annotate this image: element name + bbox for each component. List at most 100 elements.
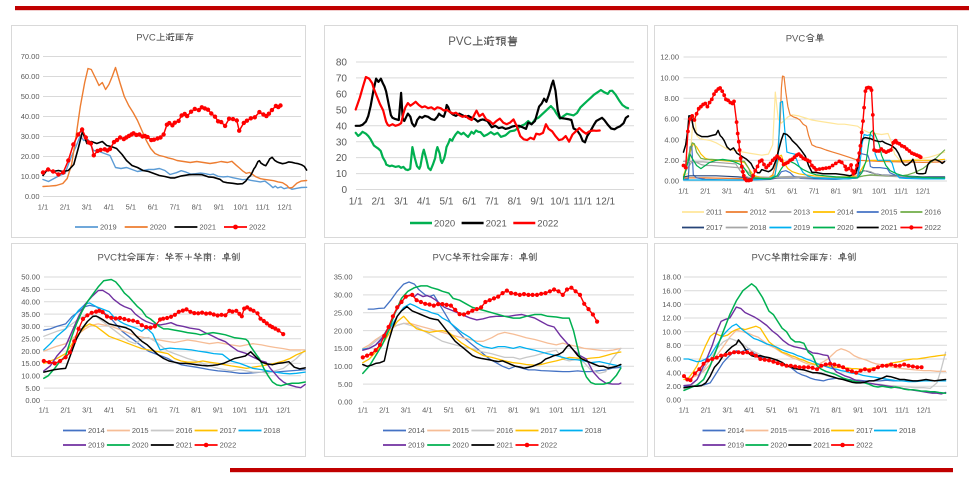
svg-text:12/1: 12/1: [276, 406, 291, 415]
svg-text:6/1: 6/1: [787, 187, 797, 196]
svg-text:14.00: 14.00: [662, 300, 681, 309]
svg-text:35.00: 35.00: [21, 310, 40, 319]
svg-text:16.00: 16.00: [662, 286, 681, 295]
svg-text:7/1: 7/1: [810, 406, 820, 415]
svg-text:50.00: 50.00: [21, 92, 40, 101]
svg-text:PVC: PVC: [98, 252, 118, 263]
svg-text:7/1: 7/1: [170, 203, 180, 212]
svg-text:2021: 2021: [176, 441, 193, 450]
svg-text:3/1: 3/1: [722, 187, 732, 196]
svg-text:11/1: 11/1: [255, 406, 269, 415]
svg-text:4/1: 4/1: [104, 203, 114, 212]
svg-text:1/1: 1/1: [39, 406, 49, 415]
svg-text:8/1: 8/1: [831, 187, 841, 196]
svg-text:6.00: 6.00: [664, 115, 679, 124]
svg-text:6/1: 6/1: [462, 197, 476, 208]
svg-text:6/1: 6/1: [465, 406, 475, 415]
svg-text:6/1: 6/1: [147, 406, 157, 415]
svg-text:60: 60: [336, 90, 348, 101]
svg-text:10.00: 10.00: [660, 73, 679, 82]
svg-text:15.00: 15.00: [334, 344, 353, 353]
svg-text:PVC: PVC: [136, 32, 156, 43]
svg-text:11/1: 11/1: [573, 197, 592, 208]
svg-text:9/1: 9/1: [214, 203, 224, 212]
svg-text:PVC: PVC: [448, 36, 472, 48]
svg-text:PVC: PVC: [752, 252, 772, 263]
svg-text:30.00: 30.00: [334, 291, 353, 300]
svg-text:20.00: 20.00: [334, 326, 353, 335]
svg-text:10.00: 10.00: [334, 362, 353, 371]
svg-text:5.00: 5.00: [338, 380, 353, 389]
svg-text:2/1: 2/1: [60, 406, 70, 415]
svg-text:4/1: 4/1: [104, 406, 114, 415]
svg-text:12.00: 12.00: [660, 53, 679, 62]
svg-text:2019: 2019: [408, 441, 425, 450]
svg-text:20: 20: [336, 153, 348, 164]
svg-text:5/1: 5/1: [126, 406, 136, 415]
svg-text:2020: 2020: [434, 218, 455, 229]
svg-text:40: 40: [336, 121, 348, 132]
svg-text:5/1: 5/1: [126, 203, 136, 212]
svg-text:7/1: 7/1: [485, 197, 499, 208]
svg-text:0.00: 0.00: [25, 396, 40, 405]
svg-text:2019: 2019: [88, 441, 105, 450]
svg-text:15.00: 15.00: [21, 359, 40, 368]
svg-text:9/1: 9/1: [530, 197, 544, 208]
svg-text:2020: 2020: [452, 441, 469, 450]
svg-text:2/1: 2/1: [371, 197, 385, 208]
svg-text:4/1: 4/1: [417, 197, 431, 208]
svg-text:2021: 2021: [199, 223, 216, 232]
svg-text:18.00: 18.00: [662, 273, 681, 282]
svg-text:4/1: 4/1: [744, 187, 754, 196]
svg-text:2019: 2019: [100, 223, 117, 232]
svg-text:8/1: 8/1: [508, 197, 522, 208]
svg-text:4.00: 4.00: [664, 135, 679, 144]
svg-text:2016: 2016: [924, 208, 941, 217]
svg-text:2015: 2015: [770, 426, 787, 435]
svg-text:3/1: 3/1: [722, 406, 732, 415]
svg-text:2022: 2022: [249, 223, 266, 232]
svg-text:50: 50: [336, 105, 348, 116]
svg-text:30.00: 30.00: [21, 322, 40, 331]
svg-text:2021: 2021: [486, 218, 507, 229]
svg-text:PVC: PVC: [433, 252, 453, 263]
svg-text:2/1: 2/1: [700, 187, 710, 196]
svg-text:2017: 2017: [541, 426, 558, 435]
svg-text:6.00: 6.00: [666, 355, 681, 364]
svg-text:2017: 2017: [856, 426, 873, 435]
svg-text:10.00: 10.00: [21, 372, 40, 381]
svg-text:2011: 2011: [706, 208, 722, 217]
svg-text:2012: 2012: [750, 208, 767, 217]
svg-text:25.00: 25.00: [21, 334, 40, 343]
svg-text:12/1: 12/1: [596, 197, 616, 208]
svg-text:2018: 2018: [750, 223, 767, 232]
svg-text:2015: 2015: [881, 208, 898, 217]
svg-text:2015: 2015: [132, 426, 149, 435]
svg-text:10/1: 10/1: [232, 406, 247, 415]
svg-text:3/1: 3/1: [394, 197, 408, 208]
svg-text:8/1: 8/1: [192, 203, 202, 212]
svg-text:7/1: 7/1: [809, 187, 819, 196]
svg-text:2018: 2018: [264, 426, 281, 435]
svg-text:80: 80: [336, 58, 348, 69]
svg-text:2019: 2019: [728, 441, 745, 450]
svg-text:12/1: 12/1: [592, 406, 607, 415]
svg-text:3/1: 3/1: [82, 406, 92, 415]
svg-text:8.00: 8.00: [664, 94, 679, 103]
svg-text:1/1: 1/1: [679, 406, 689, 415]
svg-text:3/1: 3/1: [401, 406, 411, 415]
svg-text:0.00: 0.00: [338, 398, 353, 407]
svg-text:12/1: 12/1: [277, 203, 292, 212]
svg-text:2022: 2022: [856, 441, 873, 450]
svg-text:2014: 2014: [408, 426, 425, 435]
svg-text:11/1: 11/1: [256, 203, 270, 212]
svg-text:8/1: 8/1: [191, 406, 201, 415]
svg-text:12.00: 12.00: [662, 314, 681, 323]
svg-text:10/1: 10/1: [233, 203, 248, 212]
svg-text:25.00: 25.00: [334, 308, 353, 317]
svg-text:5.00: 5.00: [25, 384, 40, 393]
svg-text:2013: 2013: [793, 208, 810, 217]
svg-text:0.00: 0.00: [25, 192, 40, 201]
svg-text:10.00: 10.00: [662, 327, 681, 336]
svg-text:11/1: 11/1: [894, 187, 908, 196]
